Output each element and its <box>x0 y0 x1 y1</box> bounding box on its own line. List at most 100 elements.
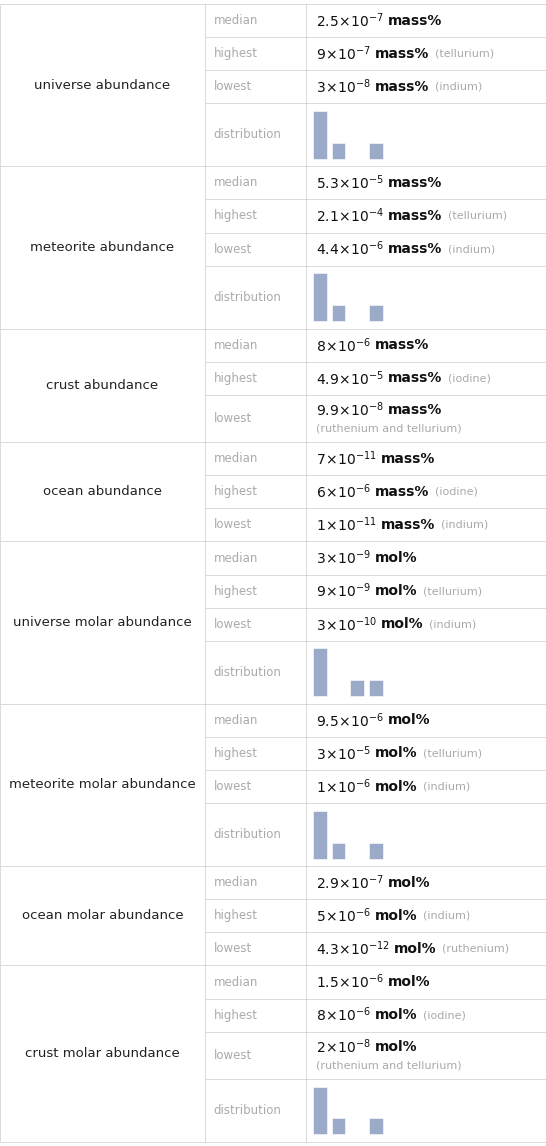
Text: $7\!\times\!10^{-11}$: $7\!\times\!10^{-11}$ <box>316 449 377 468</box>
Text: mol%: mol% <box>375 551 417 565</box>
Text: $9.5\!\times\!10^{-6}$: $9.5\!\times\!10^{-6}$ <box>316 711 384 730</box>
Text: $5.3\!\times\!10^{-5}$: $5.3\!\times\!10^{-5}$ <box>316 173 384 193</box>
Text: $1\!\times\!10^{-6}$: $1\!\times\!10^{-6}$ <box>316 777 371 795</box>
Text: (tellurium): (tellurium) <box>423 748 482 759</box>
Text: mass%: mass% <box>388 175 442 190</box>
Bar <box>331 1118 346 1135</box>
Text: mol%: mol% <box>388 713 430 728</box>
Text: $3\!\times\!10^{-8}$: $3\!\times\!10^{-8}$ <box>316 78 371 96</box>
Text: mol%: mol% <box>394 942 436 956</box>
Text: $9\!\times\!10^{-9}$: $9\!\times\!10^{-9}$ <box>316 582 371 601</box>
Text: (iodine): (iodine) <box>435 487 478 497</box>
Bar <box>313 1086 327 1135</box>
Text: distribution: distribution <box>213 829 282 841</box>
Text: $8\!\times\!10^{-6}$: $8\!\times\!10^{-6}$ <box>316 1006 371 1025</box>
Text: mass%: mass% <box>381 518 435 532</box>
Text: median: median <box>213 14 258 28</box>
Text: (ruthenium and tellurium): (ruthenium and tellurium) <box>316 424 461 434</box>
Text: lowest: lowest <box>213 1049 252 1062</box>
Text: ocean abundance: ocean abundance <box>43 485 162 499</box>
Text: (indium): (indium) <box>435 81 482 92</box>
Text: median: median <box>213 551 258 565</box>
Text: universe abundance: universe abundance <box>34 79 170 92</box>
Text: lowest: lowest <box>213 618 252 630</box>
Text: highest: highest <box>213 584 258 597</box>
Text: mol%: mol% <box>381 618 423 631</box>
Text: $2\!\times\!10^{-8}$: $2\!\times\!10^{-8}$ <box>316 1037 371 1057</box>
Text: (indium): (indium) <box>423 911 471 921</box>
Text: mass%: mass% <box>381 452 435 465</box>
Bar <box>331 305 346 321</box>
Text: highest: highest <box>213 371 258 385</box>
Text: lowest: lowest <box>213 80 252 93</box>
Text: (indium): (indium) <box>429 619 477 629</box>
Text: $3\!\times\!10^{-10}$: $3\!\times\!10^{-10}$ <box>316 615 377 634</box>
Bar <box>331 143 346 159</box>
Bar <box>313 810 327 858</box>
Text: meteorite molar abundance: meteorite molar abundance <box>9 778 196 792</box>
Text: crust molar abundance: crust molar abundance <box>25 1047 180 1060</box>
Text: mol%: mol% <box>375 584 417 598</box>
Text: $8\!\times\!10^{-6}$: $8\!\times\!10^{-6}$ <box>316 336 371 354</box>
Text: distribution: distribution <box>213 291 282 304</box>
Text: mol%: mol% <box>375 746 417 761</box>
Bar <box>369 305 383 321</box>
Text: $1.5\!\times\!10^{-6}$: $1.5\!\times\!10^{-6}$ <box>316 973 384 991</box>
Text: ocean molar abundance: ocean molar abundance <box>21 909 183 923</box>
Text: $2.9\!\times\!10^{-7}$: $2.9\!\times\!10^{-7}$ <box>316 873 384 892</box>
Text: highest: highest <box>213 210 258 222</box>
Text: (indium): (indium) <box>441 520 488 529</box>
Text: mass%: mass% <box>375 80 429 94</box>
Text: median: median <box>213 877 258 889</box>
Text: (tellurium): (tellurium) <box>435 48 494 58</box>
Bar <box>313 649 327 697</box>
Text: distribution: distribution <box>213 1104 282 1117</box>
Text: $4.3\!\times\!10^{-12}$: $4.3\!\times\!10^{-12}$ <box>316 940 390 958</box>
Text: highest: highest <box>213 485 258 499</box>
Text: mass%: mass% <box>375 485 429 499</box>
Text: universe molar abundance: universe molar abundance <box>13 617 192 629</box>
Text: median: median <box>213 975 258 989</box>
Text: median: median <box>213 453 258 465</box>
Bar <box>313 111 327 159</box>
Text: lowest: lowest <box>213 243 252 256</box>
Text: median: median <box>213 339 258 352</box>
Text: highest: highest <box>213 1008 258 1021</box>
Text: mol%: mol% <box>375 909 417 923</box>
Text: (tellurium): (tellurium) <box>423 586 482 596</box>
Text: (iodine): (iodine) <box>448 374 491 384</box>
Text: mol%: mol% <box>375 1008 417 1022</box>
Text: (ruthenium): (ruthenium) <box>442 944 509 953</box>
Bar <box>369 143 383 159</box>
Text: (indium): (indium) <box>448 244 495 254</box>
Text: mass%: mass% <box>375 47 429 61</box>
Text: mol%: mol% <box>375 1039 417 1054</box>
Text: $2.1\!\times\!10^{-4}$: $2.1\!\times\!10^{-4}$ <box>316 206 384 226</box>
Text: mol%: mol% <box>388 876 430 889</box>
Text: (tellurium): (tellurium) <box>448 211 507 221</box>
Text: (ruthenium and tellurium): (ruthenium and tellurium) <box>316 1061 461 1070</box>
Text: $3\!\times\!10^{-9}$: $3\!\times\!10^{-9}$ <box>316 549 371 567</box>
Text: mass%: mass% <box>388 209 442 223</box>
Text: mass%: mass% <box>388 371 442 385</box>
Text: meteorite abundance: meteorite abundance <box>31 241 174 254</box>
Bar <box>313 273 327 321</box>
Text: $9.9\!\times\!10^{-8}$: $9.9\!\times\!10^{-8}$ <box>316 401 384 419</box>
Text: (iodine): (iodine) <box>423 1010 466 1020</box>
Text: $4.4\!\times\!10^{-6}$: $4.4\!\times\!10^{-6}$ <box>316 240 384 258</box>
Bar <box>369 681 383 697</box>
Text: lowest: lowest <box>213 780 252 793</box>
Text: mol%: mol% <box>388 975 430 989</box>
Text: $4.9\!\times\!10^{-5}$: $4.9\!\times\!10^{-5}$ <box>316 369 384 387</box>
Text: $5\!\times\!10^{-6}$: $5\!\times\!10^{-6}$ <box>316 906 371 925</box>
Text: $6\!\times\!10^{-6}$: $6\!\times\!10^{-6}$ <box>316 482 371 501</box>
Text: lowest: lowest <box>213 518 252 532</box>
Text: highest: highest <box>213 47 258 60</box>
Text: distribution: distribution <box>213 666 282 678</box>
Text: $2.5\!\times\!10^{-7}$: $2.5\!\times\!10^{-7}$ <box>316 11 384 30</box>
Text: $3\!\times\!10^{-5}$: $3\!\times\!10^{-5}$ <box>316 744 371 763</box>
Bar <box>369 842 383 858</box>
Bar <box>351 681 364 697</box>
Bar <box>369 1118 383 1135</box>
Text: median: median <box>213 176 258 189</box>
